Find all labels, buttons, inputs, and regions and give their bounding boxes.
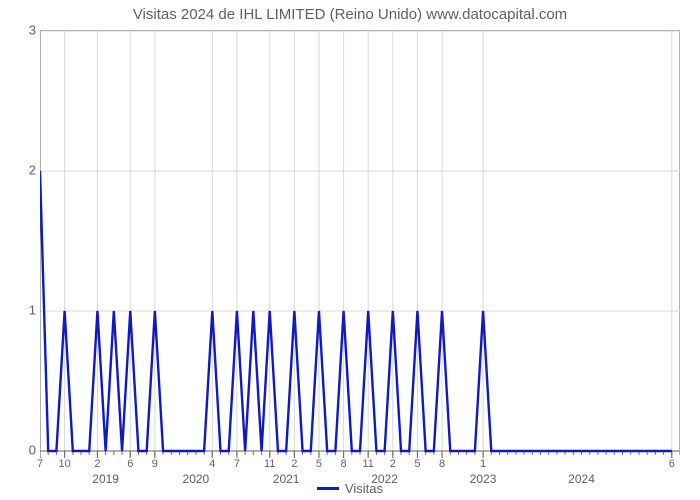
x-tick-label: 10 (58, 458, 70, 470)
x-tick-label: 5 (316, 458, 322, 470)
x-tick-label: 8 (439, 458, 445, 470)
x-tick-label: 11 (264, 458, 275, 470)
x-tick-label: 2 (390, 458, 396, 470)
y-tick-label: 1 (6, 303, 36, 318)
x-year-label: 2024 (568, 472, 595, 486)
x-tick-label: 4 (209, 458, 215, 470)
legend-swatch (317, 487, 339, 490)
y-tick-label: 0 (6, 443, 36, 458)
chart-svg (40, 31, 680, 491)
x-year-label: 2023 (470, 472, 497, 486)
y-tick-label: 3 (6, 23, 36, 38)
y-tick-label: 2 (6, 163, 36, 178)
x-tick-label: 6 (127, 458, 133, 470)
x-tick-label: 2 (94, 458, 100, 470)
x-tick-label: 5 (414, 458, 420, 470)
x-tick-label: 8 (341, 458, 347, 470)
x-tick-label: 11 (362, 458, 373, 470)
chart-title: Visitas 2024 de IHL LIMITED (Reino Unido… (0, 6, 700, 23)
x-tick-label: 1 (480, 458, 486, 470)
x-year-label: 2021 (273, 472, 300, 486)
x-tick-label: 9 (152, 458, 158, 470)
chart-container: Visitas 2024 de IHL LIMITED (Reino Unido… (0, 0, 700, 500)
x-tick-label: 7 (37, 458, 43, 470)
x-tick-label: 7 (234, 458, 240, 470)
x-tick-label: 2 (291, 458, 297, 470)
x-year-label: 2022 (371, 472, 398, 486)
x-tick-label: 6 (669, 458, 675, 470)
x-year-label: 2020 (183, 472, 210, 486)
plot-area (40, 30, 680, 450)
x-year-label: 2019 (92, 472, 119, 486)
